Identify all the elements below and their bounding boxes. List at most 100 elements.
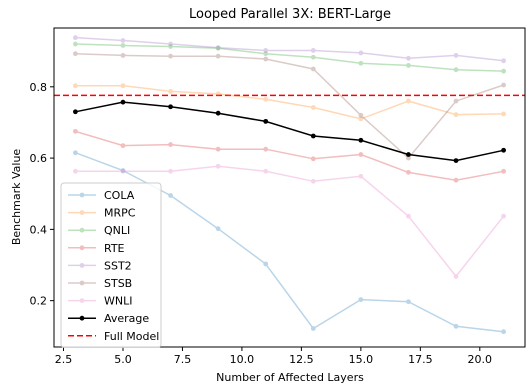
legend-label: COLA	[104, 189, 135, 202]
y-axis: 0.2 0.4 0.6 0.8	[30, 81, 54, 308]
series-line-rte	[75, 130, 504, 181]
data-point-cola	[310, 326, 316, 331]
x-axis-label: Number of Affected Layers	[216, 371, 364, 384]
legend-swatch	[68, 263, 96, 268]
data-point-qnli	[168, 44, 173, 49]
legend-swatch	[68, 315, 96, 321]
data-point-rte	[263, 146, 269, 152]
legend-item-cola: COLA	[68, 189, 135, 202]
data-point-mrpc	[453, 112, 459, 118]
series-line-sst2	[75, 36, 504, 62]
data-point-rte	[501, 168, 506, 174]
legend-swatch	[68, 280, 96, 286]
data-point-cola	[358, 297, 364, 302]
data-point-qnli	[120, 43, 126, 48]
series-stsb	[73, 51, 506, 161]
data-point-mrpc	[73, 83, 78, 89]
data-point-cola	[120, 168, 126, 173]
chart-title: Looped Parallel 3X: BERT-Large	[189, 7, 391, 22]
data-point-mrpc	[263, 96, 269, 102]
data-point-rte	[215, 146, 221, 152]
data-point-qnli	[501, 68, 506, 74]
x-tick-label: 12.5	[289, 353, 314, 366]
legend-item-rte: RTE	[68, 242, 125, 255]
data-point-average	[406, 152, 411, 157]
legend-item-average: Average	[68, 312, 149, 325]
data-point-wnli	[453, 274, 459, 279]
data-point-cola	[73, 150, 78, 156]
legend-label: Average	[104, 312, 149, 325]
data-point-stsb	[406, 155, 411, 161]
series-wnli	[73, 163, 506, 279]
data-point-qnli	[406, 63, 411, 68]
data-point-stsb	[453, 98, 459, 104]
plot-frame	[53, 27, 526, 348]
legend: COLA MRPC QNLI RTE SST2 STSB WNLI Average Full M…	[60, 182, 162, 348]
legend-label: Full Model	[104, 330, 159, 343]
x-tick-label: 17.5	[408, 353, 433, 366]
legend-label: SST2	[104, 259, 132, 272]
data-point-mrpc	[406, 98, 411, 104]
plot-area	[54, 35, 525, 335]
x-tick-label: 10.0	[230, 353, 255, 366]
data-point-sst2	[120, 38, 126, 43]
legend-swatch	[68, 298, 96, 303]
series-line-qnli	[75, 43, 504, 72]
legend-swatch	[68, 192, 96, 198]
x-tick-label: 15.0	[349, 353, 374, 366]
data-point-stsb	[73, 51, 78, 57]
data-point-stsb	[120, 53, 126, 58]
data-point-sst2	[168, 41, 173, 47]
data-point-qnli	[215, 45, 221, 51]
series-line-average	[75, 101, 504, 162]
data-point-wnli	[310, 178, 316, 184]
y-tick-label: 0.2	[30, 295, 48, 308]
data-point-mrpc	[120, 83, 126, 89]
legend-label: STSB	[104, 277, 132, 290]
legend-item-mrpc: MRPC	[68, 207, 136, 220]
data-point-average	[73, 109, 78, 115]
data-point-average	[120, 99, 126, 105]
y-tick-label: 0.8	[30, 81, 48, 94]
data-point-mrpc	[501, 111, 506, 117]
legend-swatch	[68, 227, 96, 233]
data-point-average	[168, 104, 173, 110]
data-point-sst2	[263, 48, 269, 53]
data-point-stsb	[215, 53, 221, 59]
data-point-rte	[358, 152, 364, 157]
data-point-cola	[215, 226, 221, 232]
data-point-wnli	[358, 173, 364, 179]
data-point-qnli	[358, 60, 364, 66]
data-point-sst2	[501, 58, 506, 64]
legend-item-full-model: Full Model	[68, 330, 159, 343]
data-point-rte	[168, 142, 173, 147]
data-point-average	[263, 118, 269, 124]
data-point-cola	[453, 323, 459, 329]
data-point-sst2	[358, 50, 364, 56]
series-rte	[73, 128, 506, 183]
data-point-sst2	[406, 55, 411, 61]
data-point-wnli	[120, 168, 126, 174]
data-point-qnli	[310, 54, 316, 60]
data-point-rte	[120, 143, 126, 149]
x-tick-label: 2.5	[55, 353, 73, 366]
legend-label: MRPC	[104, 207, 136, 220]
series-line-wnli	[75, 165, 505, 278]
data-point-cola	[263, 261, 269, 267]
data-point-stsb	[310, 66, 316, 72]
data-point-mrpc	[215, 91, 221, 97]
legend-box	[60, 182, 162, 348]
legend-label: RTE	[104, 242, 125, 255]
x-tick-label: 5.0	[114, 353, 132, 366]
data-point-average	[358, 137, 364, 143]
data-point-stsb	[501, 82, 506, 88]
data-point-sst2	[453, 53, 459, 58]
series-line-stsb	[75, 52, 504, 160]
data-point-average	[215, 110, 221, 116]
data-point-rte	[453, 177, 459, 183]
series-sst2	[73, 35, 506, 64]
series-line-mrpc	[75, 84, 504, 120]
data-point-sst2	[310, 48, 316, 53]
data-point-mrpc	[310, 105, 316, 110]
series-qnli	[73, 41, 506, 74]
